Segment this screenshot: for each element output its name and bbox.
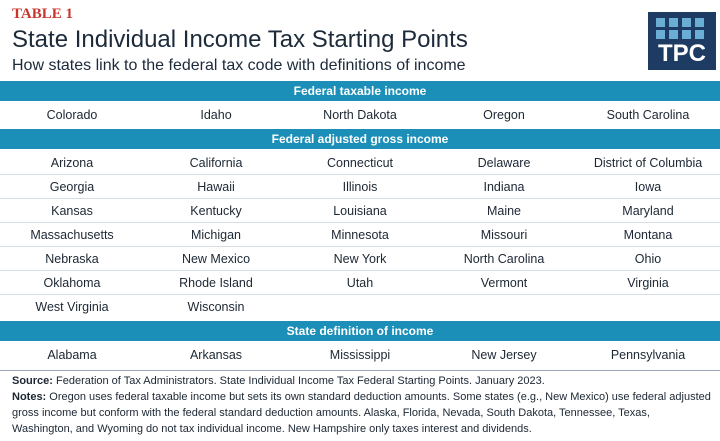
cell: Idaho xyxy=(200,108,232,122)
row-divider xyxy=(0,174,720,175)
cell: New Jersey xyxy=(471,348,537,362)
cell: Arizona xyxy=(50,156,94,170)
cell: New York xyxy=(333,252,387,266)
cell: Maine xyxy=(486,204,522,218)
cell: Oklahoma xyxy=(43,276,101,290)
row-divider xyxy=(0,198,720,199)
cell: Connecticut xyxy=(326,156,393,170)
row-divider xyxy=(0,270,720,271)
cell: Montana xyxy=(623,228,673,242)
section-heading: State definition of income xyxy=(0,321,720,341)
subtitle: How states link to the federal tax code … xyxy=(12,57,466,74)
cell: Oregon xyxy=(483,108,525,122)
cell: Utah xyxy=(346,276,374,290)
row-divider xyxy=(0,294,720,295)
cell: District of Columbia xyxy=(593,156,703,170)
cell: Virginia xyxy=(627,276,669,290)
cell: Nebraska xyxy=(45,252,99,266)
cell: South Carolina xyxy=(606,108,690,122)
logo: TPC xyxy=(648,12,716,70)
notes-text: Oregon uses federal taxable income but s… xyxy=(12,391,711,435)
cell: Michigan xyxy=(190,228,242,242)
cell: California xyxy=(189,156,243,170)
cell: Kansas xyxy=(51,204,93,218)
cell: West Virginia xyxy=(35,300,109,314)
cell: Wisconsin xyxy=(187,300,245,314)
cell: Indiana xyxy=(483,180,525,194)
cell: Arkansas xyxy=(189,348,243,362)
row-divider xyxy=(0,246,720,247)
divider xyxy=(0,370,720,371)
cell: Alabama xyxy=(47,348,97,362)
cell: Iowa xyxy=(634,180,662,194)
section-heading: Federal taxable income xyxy=(0,81,720,101)
cell: Vermont xyxy=(480,276,528,290)
cell: Louisiana xyxy=(333,204,387,218)
cell: Minnesota xyxy=(331,228,389,242)
title: State Individual Income Tax Starting Poi… xyxy=(12,26,468,53)
cell: North Carolina xyxy=(463,252,545,266)
cell: Illinois xyxy=(342,180,378,194)
source: Source: Federation of Tax Administrators… xyxy=(12,373,712,389)
cell: Maryland xyxy=(622,204,674,218)
cell: North Dakota xyxy=(323,108,397,122)
source-text: Federation of Tax Administrators. State … xyxy=(56,375,545,387)
cell: Georgia xyxy=(49,180,95,194)
cell: Colorado xyxy=(46,108,98,122)
cell: Missouri xyxy=(480,228,528,242)
cell: Rhode Island xyxy=(179,276,253,290)
cell: Mississippi xyxy=(329,348,391,362)
notes-label: Notes: xyxy=(12,391,47,403)
source-label: Source: xyxy=(12,375,53,387)
cell: Ohio xyxy=(634,252,662,266)
cell: Delaware xyxy=(477,156,531,170)
cell: Hawaii xyxy=(197,180,235,194)
cell: New Mexico xyxy=(181,252,251,266)
cell: Kentucky xyxy=(190,204,242,218)
notes: Notes: Oregon uses federal taxable incom… xyxy=(12,389,712,437)
logo-text: TPC xyxy=(658,40,706,67)
cell: Massachusetts xyxy=(30,228,114,242)
cell: Pennsylvania xyxy=(610,348,686,362)
row-divider xyxy=(0,222,720,223)
table-label: TABLE 1 xyxy=(12,6,73,22)
section-heading: Federal adjusted gross income xyxy=(0,129,720,149)
